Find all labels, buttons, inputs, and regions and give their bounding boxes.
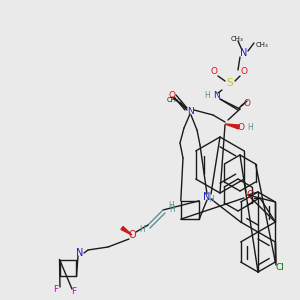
Text: H: H: [247, 122, 253, 131]
Text: O: O: [238, 122, 244, 131]
Text: N: N: [76, 248, 84, 258]
Text: O: O: [246, 190, 254, 200]
Text: Cl: Cl: [276, 262, 284, 272]
Text: N: N: [187, 107, 194, 116]
Text: H: H: [204, 92, 210, 100]
Polygon shape: [225, 124, 239, 129]
Text: H: H: [208, 194, 214, 203]
Polygon shape: [121, 226, 132, 235]
Text: O: O: [244, 100, 250, 109]
Text: CH₃: CH₃: [231, 36, 243, 42]
Text: H: H: [139, 226, 145, 235]
Text: O: O: [241, 67, 248, 76]
Text: O: O: [169, 91, 176, 100]
Text: F: F: [53, 286, 58, 295]
Text: CH₃: CH₃: [166, 97, 179, 103]
Text: H: H: [168, 202, 174, 211]
Text: O: O: [211, 67, 218, 76]
Text: F: F: [71, 287, 76, 296]
Text: N: N: [240, 48, 248, 58]
Text: N: N: [213, 92, 219, 100]
Text: S: S: [227, 78, 233, 88]
Text: O: O: [128, 230, 136, 240]
Text: N: N: [203, 192, 211, 202]
Text: CH₃: CH₃: [256, 42, 269, 48]
Text: H: H: [169, 206, 175, 214]
